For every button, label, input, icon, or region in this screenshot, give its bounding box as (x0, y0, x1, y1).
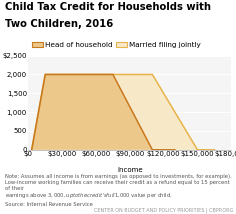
Text: Two Children, 2016: Two Children, 2016 (5, 19, 113, 29)
Polygon shape (32, 74, 175, 150)
Polygon shape (32, 74, 214, 150)
Text: Income: Income (117, 167, 143, 173)
Text: Child Tax Credit for Households with: Child Tax Credit for Households with (5, 2, 211, 12)
Legend: Head of household, Married filing jointly: Head of household, Married filing jointl… (32, 42, 201, 48)
Text: Note: Assumes all income is from earnings (as opposed to investments, for exampl: Note: Assumes all income is from earning… (5, 174, 232, 207)
Text: CENTER ON BUDGET AND POLICY PRIORITIES | CBPP.ORG: CENTER ON BUDGET AND POLICY PRIORITIES |… (94, 207, 234, 213)
